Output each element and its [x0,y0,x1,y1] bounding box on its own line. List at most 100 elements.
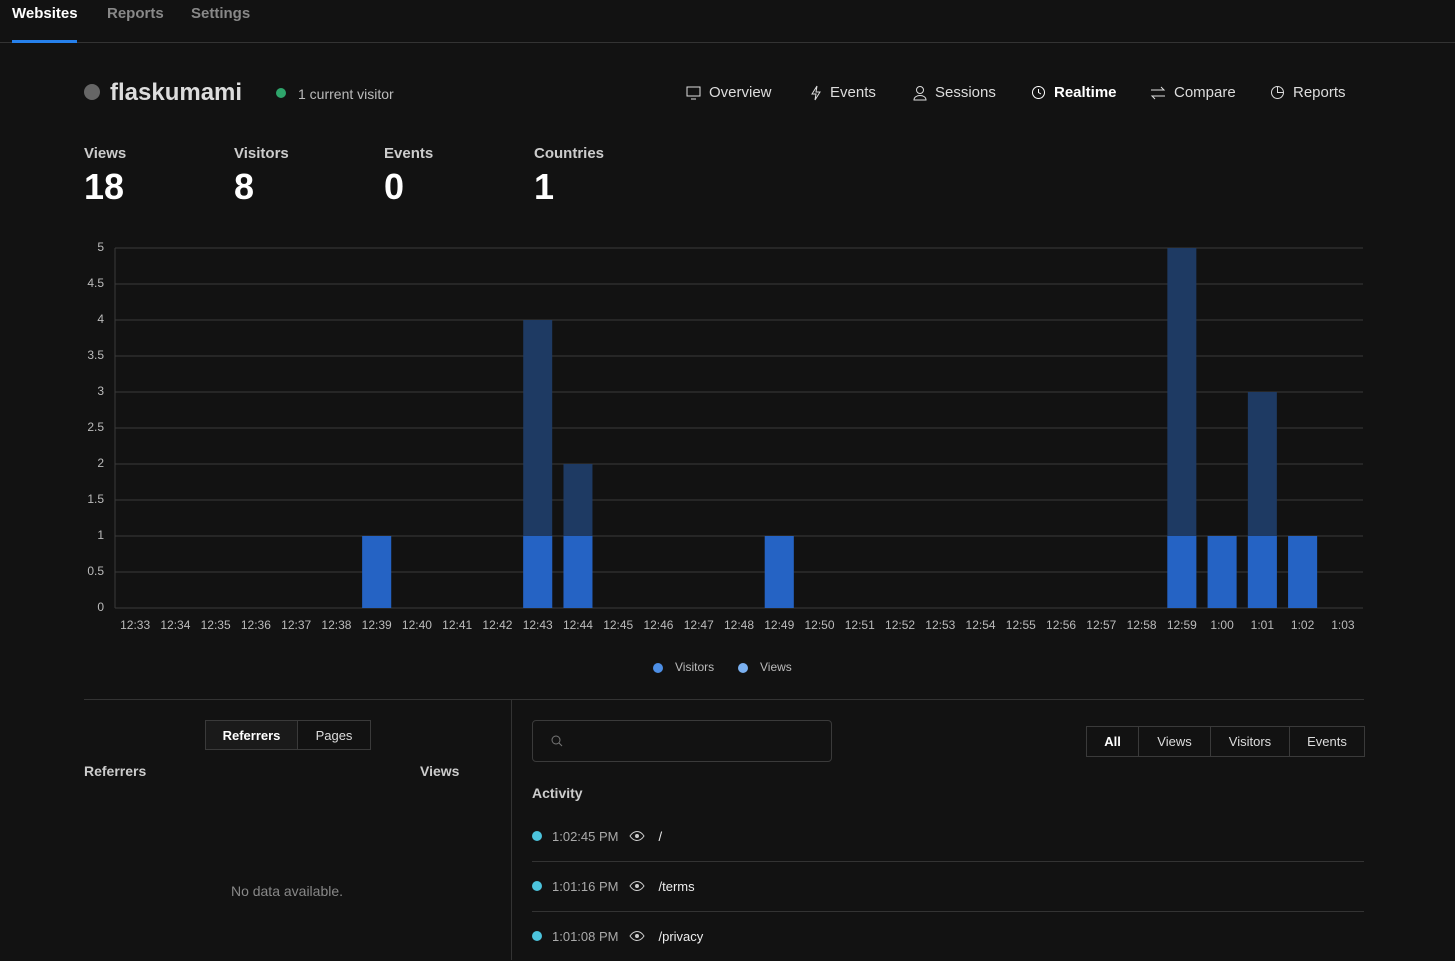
x-tick-label: 12:44 [563,618,593,632]
x-tick-label: 12:57 [1086,618,1116,632]
legend-label: Views [760,660,792,674]
status-dot [532,931,542,941]
y-tick-label: 1.5 [87,492,104,506]
activity-time: 1:01:16 PM [552,878,619,894]
divider [84,699,1364,700]
chart: 0 0.5 1 1.5 2 2.5 3 3.5 4 4.5 5 12:33 12:34 12:35 12:3… [87,240,1363,674]
y-tick-label: 2.5 [87,420,104,434]
current-visitors: 1 current visitor [298,86,394,102]
x-tick-label: 1:00 [1210,618,1234,632]
x-tick-label: 12:59 [1167,618,1197,632]
tab[interactable]: Overview [686,84,772,101]
live-dot [276,88,286,98]
tab[interactable]: Compare [1150,84,1236,101]
icon [811,85,821,100]
view-icon [628,930,645,942]
stat: Visitors 8 [234,145,289,208]
x-tick-label: 12:33 [120,618,150,632]
filter[interactable]: All [1086,726,1139,757]
tab[interactable]: Realtime [1031,84,1117,101]
stat-value: 18 [84,166,125,207]
icon [1032,86,1045,99]
icon [628,881,645,891]
y-tick-label: 2 [97,456,104,470]
x-tick-label: 12:34 [160,618,190,632]
toggle[interactable]: Referrers [205,720,298,750]
icon [628,931,645,941]
view-icon [628,880,645,892]
bar [563,536,593,608]
search-input[interactable] [532,720,832,762]
activity-time: 1:02:45 PM [552,828,619,844]
tab[interactable]: Reports [1270,84,1346,101]
x-tick-label: 12:41 [442,618,472,632]
x-tick-label: 12:55 [1006,618,1036,632]
y-tick-label: 3 [97,384,104,398]
col-header: Referrers [84,763,147,779]
status-dot [532,831,542,841]
activity-row: 1:01:16 PM/terms [532,861,1364,912]
stat: Events 0 [384,145,433,208]
tab-label: Sessions [935,84,996,101]
icon [628,831,645,841]
filter[interactable]: Views [1138,726,1211,757]
tab[interactable]: Sessions [913,84,996,101]
bar [523,536,553,608]
icon [913,85,927,100]
x-tick-label: 12:47 [684,618,714,632]
top-nav: Websites Reports Settings [0,0,1455,43]
bar [362,536,392,608]
legend-dot [738,663,748,673]
nav-link[interactable]: Settings [191,5,251,22]
activity-title: Activity [532,785,583,801]
icon [551,735,563,747]
x-tick-label: 12:49 [764,618,794,632]
x-tick-label: 12:42 [482,618,512,632]
icon [686,86,701,99]
x-tick-label: 12:46 [643,618,673,632]
y-tick-label: 4 [97,312,104,326]
stat-label: Views [84,145,127,162]
stat-value: 0 [384,166,405,207]
nav-underline [12,40,77,43]
x-tick-label: 1:03 [1331,618,1355,632]
activity-row: 1:01:08 PM/privacy [532,911,1364,961]
filter[interactable]: Events [1289,726,1365,757]
bar [764,536,794,608]
site-icon [84,84,100,100]
toggle[interactable]: Pages [297,720,371,750]
bar [1207,536,1237,608]
x-tick-label: 12:50 [805,618,835,632]
tab-label: Compare [1174,84,1236,101]
bar [1167,536,1197,608]
status-dot [532,881,542,891]
stat-value: 8 [234,166,255,207]
y-tick-label: 5 [97,240,104,254]
filter[interactable]: Visitors [1210,726,1290,757]
tab[interactable]: Events [810,84,876,101]
x-tick-label: 1:02 [1291,618,1315,632]
legend-label: Visitors [675,660,714,674]
x-tick-label: 12:37 [281,618,311,632]
x-tick-label: 12:36 [241,618,271,632]
divider [511,699,512,960]
x-tick-label: 12:39 [362,618,392,632]
view-icon [628,830,645,842]
x-tick-label: 12:35 [201,618,231,632]
x-tick-label: 1:01 [1251,618,1275,632]
bar [1247,536,1277,608]
y-tick-label: 4.5 [87,276,104,290]
activity-time: 1:01:08 PM [552,928,619,944]
col-header: Views [420,763,460,779]
nav-link[interactable]: Websites [12,5,78,22]
activity-path: /terms [658,878,695,894]
nav-link[interactable]: Reports [107,5,164,22]
x-tick-label: 12:45 [603,618,633,632]
x-tick-label: 12:52 [885,618,915,632]
stat: Countries 1 [534,145,604,208]
x-tick-label: 12:48 [724,618,754,632]
stat-label: Events [384,145,434,162]
stat: Views 18 [84,145,126,208]
site-name: flaskumami [110,79,243,106]
